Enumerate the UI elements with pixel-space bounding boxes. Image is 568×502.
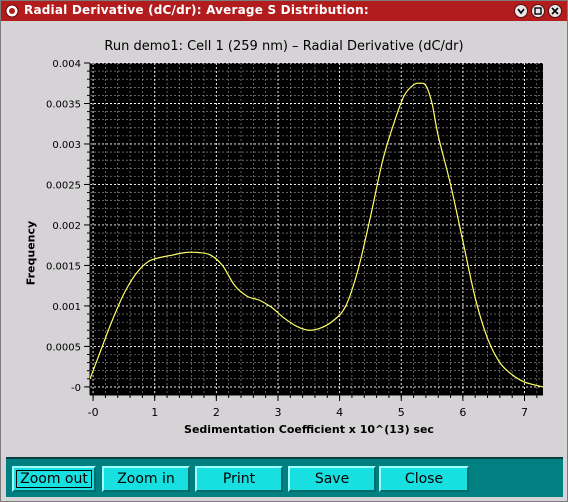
close-icon[interactable]	[548, 4, 562, 18]
y-tick-label: -0	[71, 383, 81, 394]
app-icon[interactable]	[5, 4, 19, 18]
zoom-out-button[interactable]: Zoom out	[12, 466, 96, 492]
minimize-icon[interactable]	[514, 4, 528, 18]
save-button[interactable]: Save	[288, 466, 376, 492]
print-button[interactable]: Print	[195, 466, 283, 492]
window-title: Radial Derivative (dC/dr): Average S Dis…	[24, 3, 369, 17]
button-bar: Zoom out Zoom in Print Save Close	[6, 457, 563, 497]
y-tick-label: 0.002	[52, 221, 81, 232]
y-tick-label: 0.0015	[46, 261, 81, 272]
x-tick-label: 5	[398, 406, 405, 419]
x-tick-label: 6	[459, 406, 466, 419]
zoom-in-button[interactable]: Zoom in	[102, 466, 190, 492]
chart[interactable]: -0 1 2 3 4 5 6 7 -0 0.0005 0.001 0.0015 0.002 0.0025 0…	[5, 25, 563, 453]
plot-panel: Run demo1: Cell 1 (259 nm) – Radial Deri…	[5, 25, 563, 453]
x-tick-label: 3	[274, 406, 281, 419]
x-tick-label: 1	[151, 406, 158, 419]
maximize-icon[interactable]	[531, 4, 545, 18]
close-button[interactable]: Close	[379, 466, 469, 492]
plot-background	[90, 63, 543, 395]
y-tick-label: 0.0035	[46, 99, 81, 110]
title-bar[interactable]: Radial Derivative (dC/dr): Average S Dis…	[1, 1, 567, 21]
x-tick-label: -0	[88, 406, 99, 419]
y-tick-label: 0.0025	[46, 180, 81, 191]
y-tick-label: 0.001	[52, 302, 81, 313]
x-axis-label: Sedimentation Coefficient x 10^(13) sec	[184, 423, 434, 436]
y-tick-label: 0.0005	[46, 342, 81, 353]
y-tick-label: 0.003	[52, 140, 81, 151]
chart-title: Run demo1: Cell 1 (259 nm) – Radial Deri…	[104, 39, 464, 54]
x-tick-label: 7	[521, 406, 528, 419]
x-tick-label: 4	[336, 406, 343, 419]
y-tick-label: 0.004	[52, 59, 81, 70]
x-tick-label: 2	[213, 406, 220, 419]
series-line-0	[90, 82, 543, 388]
